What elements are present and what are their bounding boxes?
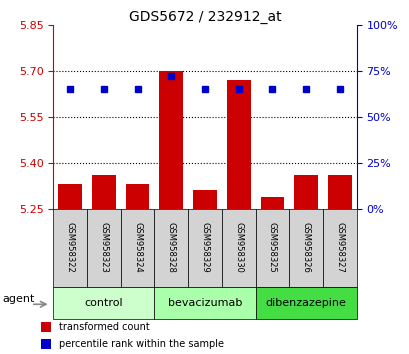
Text: GSM958326: GSM958326 <box>301 222 310 273</box>
Text: transformed count: transformed count <box>59 322 150 332</box>
Bar <box>255 209 289 287</box>
Bar <box>226 80 250 209</box>
Text: GSM958325: GSM958325 <box>267 222 276 273</box>
Bar <box>327 175 351 209</box>
Bar <box>53 287 154 319</box>
Text: GSM958324: GSM958324 <box>133 222 142 273</box>
Bar <box>53 209 87 287</box>
Bar <box>289 209 322 287</box>
Bar <box>92 175 115 209</box>
Bar <box>193 190 216 209</box>
Bar <box>41 339 51 349</box>
Bar <box>221 209 255 287</box>
Text: GSM958330: GSM958330 <box>234 222 243 273</box>
Bar <box>154 209 188 287</box>
Text: GSM958329: GSM958329 <box>200 222 209 273</box>
Bar <box>260 196 283 209</box>
Title: GDS5672 / 232912_at: GDS5672 / 232912_at <box>128 10 281 24</box>
Bar <box>188 209 221 287</box>
Text: GSM958328: GSM958328 <box>166 222 175 273</box>
Text: GSM958323: GSM958323 <box>99 222 108 273</box>
Text: GSM958327: GSM958327 <box>335 222 344 273</box>
Bar <box>294 175 317 209</box>
Bar <box>120 209 154 287</box>
Text: percentile rank within the sample: percentile rank within the sample <box>59 339 224 349</box>
Bar <box>255 287 356 319</box>
Bar <box>154 287 255 319</box>
Bar <box>41 322 51 332</box>
Bar <box>322 209 356 287</box>
Text: bevacizumab: bevacizumab <box>167 298 242 308</box>
Text: dibenzazepine: dibenzazepine <box>265 298 346 308</box>
Text: agent: agent <box>3 295 35 304</box>
Bar <box>87 209 120 287</box>
Text: control: control <box>84 298 123 308</box>
Bar <box>159 71 183 209</box>
Text: GSM958322: GSM958322 <box>65 222 74 273</box>
Bar <box>126 184 149 209</box>
Bar <box>58 184 82 209</box>
